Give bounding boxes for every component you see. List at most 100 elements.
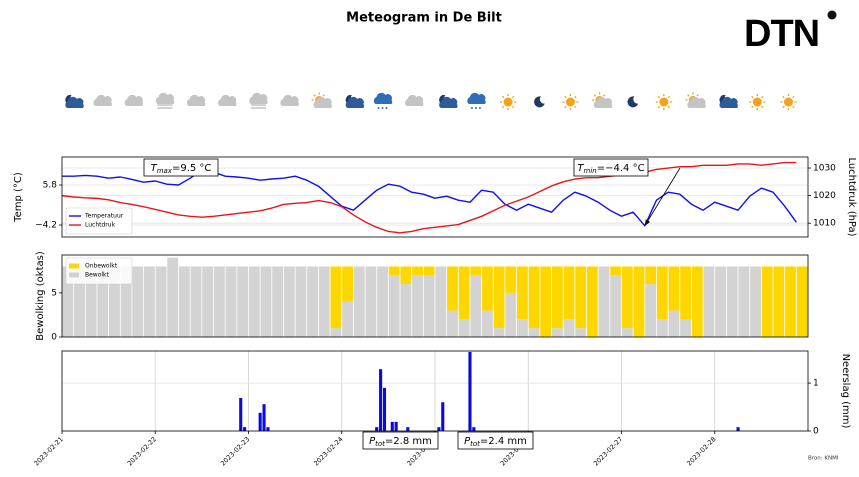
logo: DTN (744, 13, 819, 55)
cloud (405, 94, 424, 106)
bar (225, 266, 237, 337)
bar (178, 266, 190, 337)
bar (447, 266, 458, 311)
bar (394, 421, 398, 431)
y2-tick-label: 0 (813, 427, 819, 437)
y-axis-label: Bewolking (oktas) (35, 251, 46, 341)
cloud (373, 92, 393, 104)
bar (761, 266, 773, 337)
cloud (93, 94, 112, 106)
bar (668, 310, 680, 337)
bar (586, 266, 598, 337)
annotation-arrowhead (644, 219, 651, 226)
sun-ray (782, 105, 785, 109)
bar (441, 402, 445, 431)
bar (307, 266, 319, 337)
rain-drop (478, 107, 481, 109)
bar (435, 266, 447, 337)
sun-ray (501, 95, 505, 99)
bar (563, 319, 575, 337)
bar (74, 266, 85, 337)
bar (468, 351, 472, 431)
sun-ray (511, 95, 515, 99)
moon (534, 96, 545, 108)
bar (382, 387, 387, 431)
bar (330, 328, 342, 337)
bar (470, 275, 482, 337)
sun (565, 97, 575, 107)
bar (598, 266, 610, 337)
bar (167, 257, 179, 337)
sun (752, 97, 762, 107)
cloud (439, 96, 458, 108)
sun-ray (574, 95, 577, 99)
rain-drop (381, 107, 384, 109)
plot-frame (61, 254, 809, 338)
bar (213, 266, 225, 337)
bar (726, 266, 738, 337)
bar (691, 266, 703, 337)
annotation-symbol: P (464, 436, 471, 447)
bar (715, 266, 727, 337)
bar (239, 397, 243, 431)
sun-ray (792, 95, 795, 99)
bar (406, 427, 410, 431)
cloud (313, 96, 332, 108)
bar (342, 301, 354, 337)
y-tick-label: 5 (51, 288, 57, 298)
bar (680, 319, 692, 337)
bar (458, 319, 470, 337)
bar (575, 328, 587, 337)
bar (645, 284, 657, 337)
bar (470, 266, 482, 276)
bar (143, 266, 155, 337)
annotation-symbol: T (577, 163, 584, 174)
bar (703, 266, 715, 337)
bar (375, 427, 379, 431)
annotation-text: Tmax=9.5 °C (151, 163, 212, 175)
annotation-symbol: T (151, 163, 158, 174)
moon (627, 96, 639, 108)
sun-ray (751, 105, 754, 109)
bar (680, 266, 692, 320)
bar (668, 266, 680, 311)
bar (260, 266, 272, 337)
y2-axis-label: Neerslag (mm) (840, 354, 851, 429)
plot-frame (61, 156, 809, 238)
bar (295, 266, 307, 337)
bar (342, 266, 354, 302)
weather-icons (65, 92, 797, 110)
bar (202, 266, 214, 337)
bar (379, 369, 383, 431)
rain-drop (474, 107, 477, 109)
line-series (62, 169, 797, 227)
sun-ray (564, 95, 567, 99)
bar (563, 266, 575, 320)
cloud (155, 92, 175, 104)
sun-ray (574, 105, 577, 109)
bar (109, 266, 120, 337)
bar (377, 266, 388, 337)
rain-drop (470, 107, 473, 109)
sun-ray (761, 95, 764, 99)
bar (272, 266, 284, 337)
bar (505, 266, 517, 293)
bar (283, 266, 295, 337)
bar (330, 266, 342, 329)
bar (365, 266, 377, 337)
sun (659, 97, 669, 107)
bar (656, 266, 668, 320)
bar (516, 319, 528, 337)
bar (482, 266, 493, 311)
annotation-box (362, 431, 439, 450)
bar (540, 266, 552, 337)
legend-label: Bewolkt (85, 272, 110, 279)
bar (528, 328, 540, 337)
sun-ray (593, 94, 597, 97)
bar (750, 266, 761, 337)
bar (353, 266, 365, 337)
sun-ray (667, 105, 670, 109)
bar (400, 266, 412, 285)
